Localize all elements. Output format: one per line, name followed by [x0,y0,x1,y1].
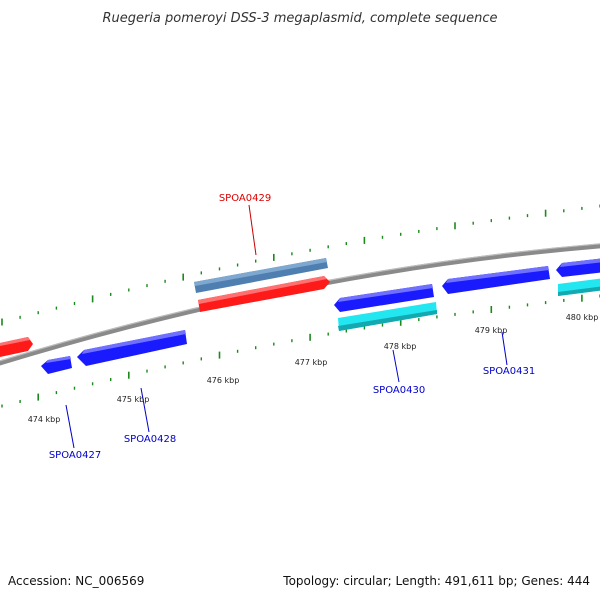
inner-tick-ring [1,294,600,408]
plasmid-backbone-highlight [0,243,600,362]
outer-tick-ring [1,204,600,326]
cds-left-partial[interactable] [0,337,33,358]
tick-label: 477 kbp [295,358,328,367]
tick-label: 474 kbp [28,415,61,424]
leader-line [65,404,75,449]
leader-line [392,349,400,383]
gene-label-spoa0429[interactable]: SPOA0429 [219,193,271,204]
tick-label: 480 kbp [566,313,599,322]
accession-text: Accession: NC_006569 [8,574,145,588]
tick-label: 479 kbp [475,326,508,335]
leader-line [140,387,150,433]
cds-spoa0427[interactable] [41,356,72,374]
leader-line [501,331,508,366]
tick-label: 476 kbp [207,376,240,385]
gene-label-spoa0427[interactable]: SPOA0427 [49,450,101,461]
cds-spoa0431[interactable] [442,266,550,294]
gene-label-spoa0431[interactable]: SPOA0431 [483,366,535,377]
cds-spoa0428[interactable] [77,330,187,366]
tick-label: 475 kbp [117,395,150,404]
map-title: Ruegeria pomeroyi DSS-3 megaplasmid, com… [102,11,497,26]
leader-line [248,204,257,256]
feature-right-partial-lower[interactable] [558,278,600,296]
cds-spoa0430[interactable] [334,284,434,312]
cds-spoa0429[interactable] [198,276,330,312]
gene-label-spoa0430[interactable]: SPOA0430 [373,385,425,396]
topology-text: Topology: circular; Length: 491,611 bp; … [283,574,590,588]
gene-label-spoa0428[interactable]: SPOA0428 [124,434,176,445]
feature-spoa0430-lower[interactable] [338,302,437,331]
tick-label: 478 kbp [384,342,417,351]
cds-right-partial[interactable] [556,258,600,277]
feature-spoa0429-upper[interactable] [194,258,328,293]
